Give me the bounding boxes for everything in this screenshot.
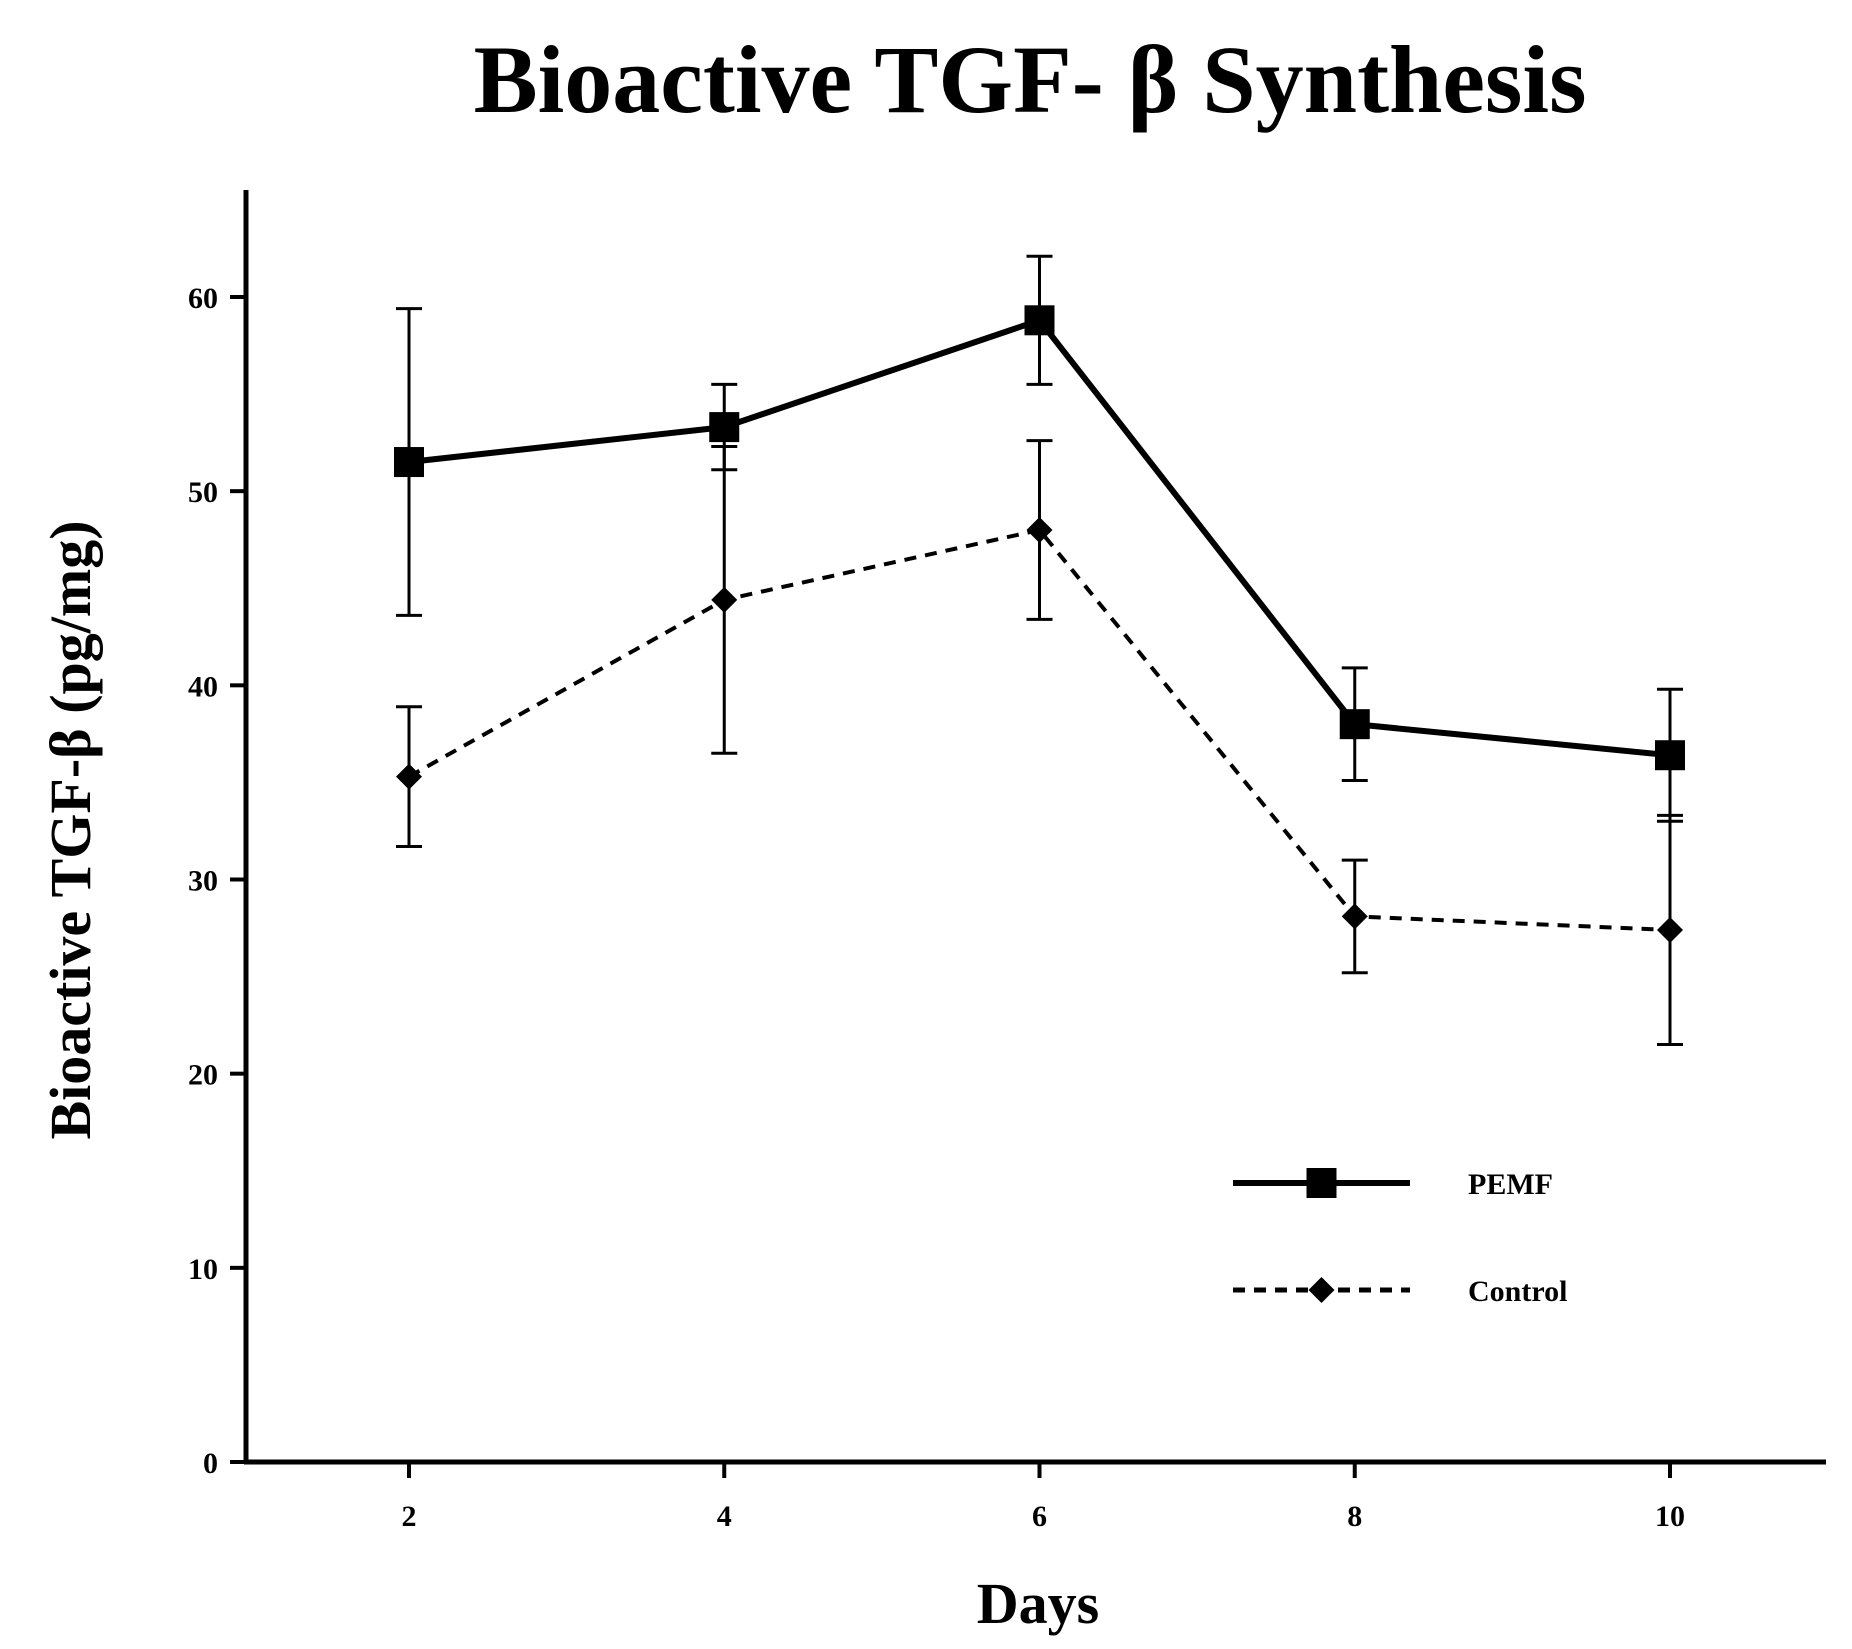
x-tick-label: 10 (1655, 1500, 1685, 1533)
y-axis-label: Bioactive TGF-β (pg/mg) (38, 520, 103, 1139)
series-layer (394, 254, 1685, 1047)
axes: 0 10 20 30 40 50 60 2 4 6 8 10 (188, 190, 1826, 1533)
data-point-control (396, 763, 422, 790)
y-tick-label: 0 (203, 1447, 218, 1480)
x-axis-label: Days (977, 1571, 1099, 1636)
data-point-control (1341, 903, 1368, 930)
legend-marker-pemf (1306, 1168, 1337, 1198)
y-tick-label: 60 (188, 282, 218, 315)
data-point-pemf (1024, 305, 1055, 336)
data-point-pemf (1655, 740, 1685, 771)
x-tick-label: 8 (1347, 1500, 1362, 1533)
data-point-pemf (709, 412, 740, 443)
series-control (396, 439, 1683, 1047)
y-tick-label: 10 (188, 1253, 218, 1286)
data-point-pemf (1339, 709, 1370, 740)
x-tick-label: 2 (402, 1500, 417, 1533)
legend: PEMF Control (1233, 1168, 1567, 1308)
data-point-control (1026, 517, 1053, 543)
y-tick-label: 50 (188, 476, 218, 509)
data-point-control (711, 586, 738, 613)
y-tick-label: 30 (188, 865, 218, 898)
x-tick-label: 6 (1032, 1500, 1047, 1533)
legend-label-pemf: PEMF (1468, 1168, 1553, 1201)
data-point-control (1657, 916, 1683, 943)
series-pemf (394, 254, 1685, 823)
legend-label-control: Control (1468, 1275, 1567, 1308)
y-tick-label: 40 (188, 670, 218, 703)
chart-title: Bioactive TGF- β Synthesis (474, 26, 1587, 133)
x-tick-label: 4 (717, 1500, 732, 1533)
legend-marker-control (1308, 1277, 1335, 1303)
y-tick-label: 20 (188, 1059, 218, 1092)
data-point-pemf (394, 447, 424, 478)
series-line-control (408, 528, 1671, 932)
